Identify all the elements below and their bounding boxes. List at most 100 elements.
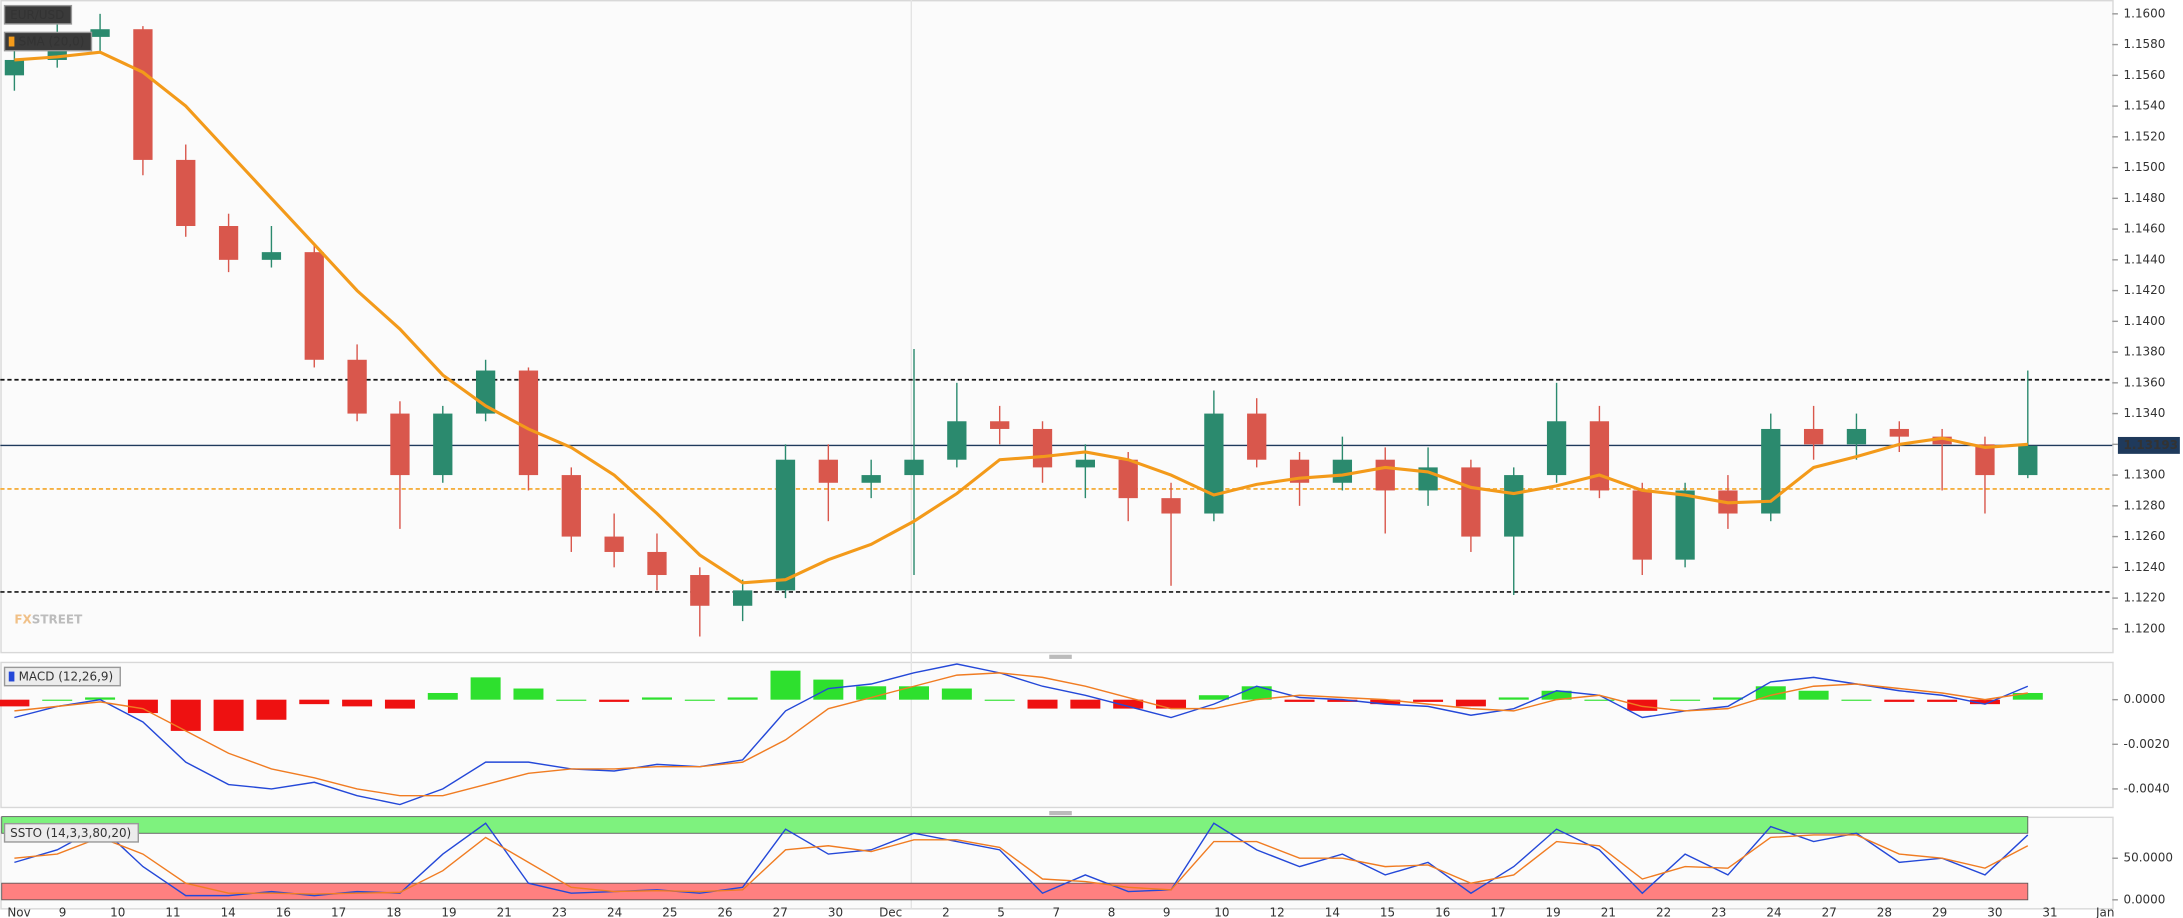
- indicator-line: [14, 50, 2028, 585]
- legend-item: SSTO (14,3,3,80,20): [3, 822, 139, 843]
- histogram-bar: [1755, 686, 1786, 700]
- x-tick-label: 25: [662, 906, 677, 918]
- x-tick-label: 11: [165, 906, 180, 918]
- histogram-bar: [0, 699, 30, 707]
- x-tick-label: 30: [828, 906, 843, 918]
- x-tick-label: 8: [1108, 906, 1116, 918]
- y-tick-label: -0.0020: [2124, 737, 2170, 751]
- candle-body: [304, 252, 324, 360]
- histogram-bar: [1670, 699, 1701, 701]
- zone-band: [1, 816, 2029, 834]
- histogram-bar: [727, 697, 758, 700]
- histogram-bar: [1156, 699, 1187, 709]
- y-tick-label: 1.1440: [2124, 252, 2166, 266]
- x-tick-label: 24: [1766, 906, 1781, 918]
- y-tick-label: 1.1580: [2124, 37, 2166, 51]
- macd-panel: [0, 661, 2114, 809]
- histogram-bar: [1070, 699, 1101, 709]
- histogram-bar: [1455, 699, 1486, 707]
- histogram-bar: [941, 688, 972, 700]
- histogram-bar: [984, 699, 1015, 701]
- x-tick-label: 27: [773, 906, 788, 918]
- watermark: FXSTREET: [14, 612, 83, 626]
- x-tick-label: 21: [497, 906, 512, 918]
- legend-item: SMA (20,0): [3, 31, 93, 52]
- x-tick-label: 17: [331, 906, 346, 918]
- legend-item: MACD (12,26,9): [3, 666, 121, 687]
- histogram-bar: [1327, 699, 1358, 702]
- histogram-bar: [856, 686, 887, 700]
- histogram-bar: [1969, 699, 2000, 705]
- y-tick-label: 0.0000: [2124, 692, 2166, 706]
- histogram-bar: [1884, 699, 1915, 702]
- x-tick-label: 30: [1987, 906, 2002, 918]
- indicator-line: [14, 672, 2028, 797]
- candle-body: [1247, 413, 1267, 460]
- candle-body: [261, 252, 282, 260]
- y-tick-label: 1.1460: [2124, 222, 2166, 236]
- legend-swatch: [8, 36, 15, 47]
- candle-body: [518, 370, 539, 476]
- x-tick-label: 26: [717, 906, 732, 918]
- candle-body: [904, 459, 924, 476]
- resize-handle[interactable]: [1049, 654, 1072, 659]
- legend-box: [3, 4, 73, 25]
- candle-body: [647, 551, 667, 576]
- y-tick-label: 1.1200: [2124, 621, 2166, 635]
- candle-body: [2018, 445, 2038, 476]
- histogram-bar: [813, 679, 844, 700]
- x-tick-label: Nov: [7, 906, 30, 918]
- y-tick-label: 1.1240: [2124, 560, 2166, 574]
- histogram-bar: [1712, 697, 1743, 700]
- y-tick-label: 1.1220: [2124, 591, 2166, 605]
- x-tick-label: 16: [276, 906, 291, 918]
- candle-body: [861, 475, 881, 483]
- indicator-line: [14, 822, 2029, 897]
- histogram-bar: [1284, 699, 1315, 702]
- x-tick-label: 27: [1822, 906, 1837, 918]
- legend-box: [3, 822, 139, 843]
- candle-body: [1032, 428, 1053, 468]
- y-tick-label: 1.1280: [2124, 498, 2166, 512]
- y-tick-label: 1.1380: [2124, 345, 2166, 359]
- histogram-bar: [1927, 699, 1958, 702]
- candle-body: [218, 226, 239, 260]
- histogram-bar: [556, 699, 587, 701]
- resize-handle[interactable]: [1049, 810, 1072, 816]
- y-tick-label: 1.1420: [2124, 283, 2166, 297]
- legend-label: MACD (12,26,9): [19, 670, 114, 684]
- candle-body: [947, 421, 967, 460]
- candle-body: [775, 459, 796, 591]
- candle-body: [1375, 459, 1395, 491]
- x-tick-label: 31: [2042, 906, 2057, 918]
- candle-body: [1546, 421, 1567, 476]
- histogram-bar: [599, 699, 630, 702]
- histogram-bar: [427, 692, 458, 700]
- histogram-bar: [213, 699, 244, 731]
- histogram-bar: [1584, 699, 1615, 701]
- x-tick-label: Dec: [879, 906, 902, 918]
- x-tick-label: 24: [607, 906, 622, 918]
- histogram-bar: [1541, 690, 1572, 700]
- candle-body: [561, 475, 581, 537]
- x-tick-label: 14: [1325, 906, 1340, 918]
- legend-label: SMA (20,0): [19, 35, 85, 49]
- candle-body: [1803, 428, 1824, 445]
- histogram-bar: [342, 699, 373, 707]
- histogram-bar: [299, 699, 330, 705]
- price-panel: [0, 0, 2114, 654]
- histogram-bar: [1841, 699, 1872, 701]
- histogram-bar: [470, 677, 501, 700]
- x-tick-label: 21: [1601, 906, 1616, 918]
- x-tick-label: 18: [386, 906, 401, 918]
- candle-body: [1118, 459, 1138, 499]
- histogram-bar: [1413, 699, 1444, 702]
- candle-body: [1846, 428, 1867, 445]
- histogram-bar: [1498, 697, 1529, 700]
- histogram-bar: [85, 697, 116, 700]
- last-price-label: 1.13193: [2124, 438, 2178, 452]
- candle-body: [1975, 444, 1995, 476]
- y-tick-label: 50.0000: [2124, 851, 2173, 865]
- histogram-bar: [1370, 699, 1401, 705]
- y-tick-label: 1.1480: [2124, 191, 2166, 205]
